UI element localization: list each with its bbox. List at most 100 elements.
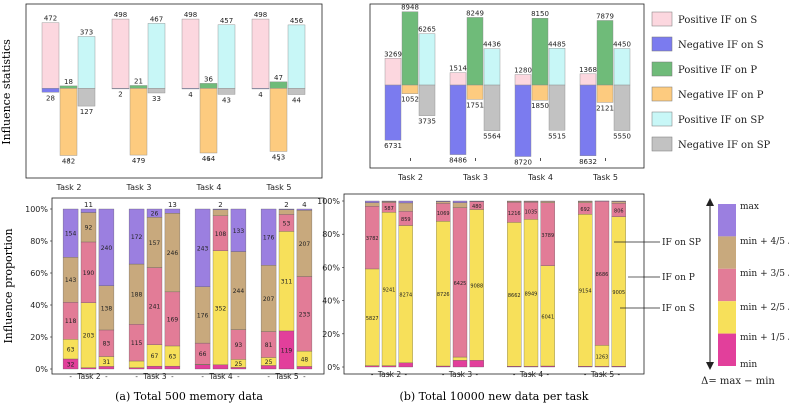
- segment-label: 67: [151, 353, 159, 360]
- segment-label: 243: [197, 245, 209, 252]
- colorbar: max min + 4/5 Δ min + 3/5 Δ min + 2/5 Δ min …: [701, 198, 789, 387]
- segment-label: 83: [103, 341, 111, 348]
- colorbar-segment: [718, 268, 736, 302]
- colorbar-segment: [718, 333, 736, 366]
- x-tick-label: Task 5: [266, 183, 292, 192]
- bar-negative-if-on-p: [269, 88, 288, 152]
- segment-label: 154: [65, 231, 77, 238]
- bar-tick-label: -: [105, 373, 108, 381]
- stacked-segment: [260, 208, 277, 266]
- y-tick-label: 80%: [30, 237, 48, 246]
- caption-b: (b) Total 10000 new data per task: [400, 390, 589, 403]
- colorbar-segment: [718, 236, 736, 269]
- data-label: 482: [62, 157, 75, 165]
- bar-tick-label: -: [442, 371, 445, 379]
- stacked-segment: [452, 202, 468, 208]
- bar-negative-if-on-sp: [548, 84, 566, 131]
- bar-positive-if-on-p: [199, 83, 218, 89]
- bar-positive-if-on-p: [596, 20, 614, 86]
- segment-label: 3782: [366, 236, 379, 242]
- legend-swatch: [651, 86, 673, 102]
- data-label: 127: [80, 108, 93, 116]
- stacked-segment: [398, 200, 413, 204]
- segment-label: 233: [299, 311, 311, 318]
- bar-positive-if-on-s: [384, 58, 402, 86]
- segment-label: 93: [235, 342, 243, 349]
- segment-label: 587: [384, 206, 394, 212]
- bar-tick-label: -: [618, 371, 621, 379]
- stacked-segment: [98, 366, 115, 370]
- segment-label: 203: [83, 333, 95, 340]
- segment-label: 119: [281, 347, 293, 354]
- bar-negative-if-on-p: [596, 84, 614, 103]
- stacked-segment: [436, 201, 451, 204]
- data-label: 4485: [548, 40, 566, 48]
- data-label: 13: [168, 201, 177, 209]
- segment-label: 311: [281, 279, 293, 286]
- y-tick-label: 60%: [30, 269, 48, 278]
- data-label: 498: [114, 11, 127, 19]
- bar-tick-label: -: [371, 371, 374, 379]
- data-label: 2: [284, 201, 288, 209]
- segment-label: 3789: [541, 233, 554, 239]
- data-label: 33: [152, 95, 161, 103]
- bar-positive-if-on-p: [59, 85, 78, 89]
- segment-label: 133: [233, 228, 245, 235]
- segment-label: 806: [614, 208, 624, 214]
- stacked-segment: [278, 209, 295, 215]
- segment-label: 25: [265, 359, 273, 366]
- x-tick-label: Task 3: [448, 370, 473, 379]
- data-label: 5550: [613, 133, 631, 141]
- legend-label: Negative IF on SP: [678, 140, 771, 151]
- y-tick-label: 20%: [322, 330, 340, 339]
- segment-label: 26: [151, 211, 159, 218]
- bar-negative-if-on-sp: [147, 88, 166, 94]
- y-tick-label: 60%: [322, 263, 340, 272]
- bar-tick-label: -: [171, 373, 174, 381]
- legend-label: Negative IF on P: [678, 90, 764, 101]
- segment-label: 5827: [366, 316, 379, 322]
- segment-label: 8686: [596, 272, 609, 278]
- bar-tick-label: -: [530, 371, 533, 379]
- stacked-segment: [80, 367, 97, 370]
- stacked-segment: [398, 362, 413, 368]
- bar-tick-label: -: [388, 371, 391, 379]
- bar-negative-if-on-sp: [418, 84, 436, 116]
- stacked-segment: [469, 360, 484, 368]
- segment-label: 8662: [508, 293, 521, 299]
- legend-swatch: [651, 36, 673, 52]
- segment-label: 169: [167, 316, 179, 323]
- segment-label: 6425: [454, 281, 467, 287]
- segment-label: 9005: [612, 290, 625, 296]
- bar-negative-if-on-s: [449, 84, 467, 155]
- stacked-segment: [260, 365, 277, 370]
- stacked-segment: [452, 200, 468, 203]
- segment-label: 692: [580, 207, 590, 213]
- bar-positive-if-on-sp: [418, 33, 436, 86]
- stacked-segment: [381, 201, 397, 203]
- bar-negative-if-on-s: [41, 88, 60, 93]
- data-label: 8948: [401, 4, 419, 12]
- y-tick-label: 100%: [317, 197, 340, 206]
- data-label: 498: [184, 11, 197, 19]
- colorbar-label: min + 3/5 Δ: [740, 269, 789, 279]
- data-label: 1751: [466, 101, 484, 109]
- x-tick-label: Task 2: [377, 370, 402, 379]
- bar-negative-if-on-sp: [287, 88, 306, 95]
- x-tick-label: Task 4: [208, 372, 233, 381]
- stacked-segment: [146, 365, 163, 370]
- bar-negative-if-on-p: [59, 88, 78, 156]
- bar-tick-label: -: [135, 373, 138, 381]
- stacked-segment: [436, 200, 451, 202]
- colorbar-label: min + 1/5 Δ: [740, 333, 789, 343]
- bar-negative-if-on-p: [129, 88, 148, 156]
- segment-label: 66: [199, 351, 207, 358]
- bar-tick-label: -: [547, 371, 550, 379]
- bar-positive-if-on-p: [466, 17, 484, 86]
- segment-label: 176: [197, 312, 209, 319]
- stacked-segment: [80, 208, 97, 213]
- bar-positive-if-on-s: [111, 18, 130, 89]
- segment-label: 31: [103, 359, 111, 366]
- segment-label: 108: [215, 231, 227, 238]
